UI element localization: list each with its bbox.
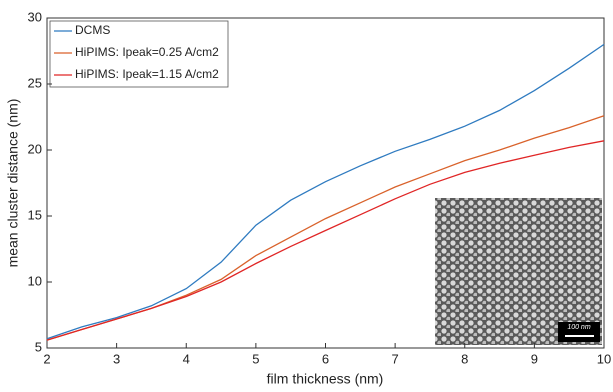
legend-label: DCMS xyxy=(75,23,110,37)
x-tick-label: 6 xyxy=(322,351,329,366)
legend-label: HiPIMS: Ipeak=0.25 A/cm2 xyxy=(75,45,219,59)
x-tick-label: 3 xyxy=(113,351,120,366)
legend-label: HiPIMS: Ipeak=1.15 A/cm2 xyxy=(75,67,219,81)
chart: 100 nm film thickness (nm) mean cluster … xyxy=(0,0,613,387)
y-tick-label: 5 xyxy=(35,339,42,354)
x-tick-label: 10 xyxy=(597,351,611,366)
scale-label: 100 nm xyxy=(567,324,591,331)
x-tick-label: 2 xyxy=(43,351,50,366)
y-tick-label: 10 xyxy=(28,273,42,288)
x-tick-label: 9 xyxy=(531,351,538,366)
y-tick-label: 25 xyxy=(28,75,42,90)
x-tick-label: 7 xyxy=(392,351,399,366)
x-tick-label: 4 xyxy=(183,351,190,366)
y-tick-label: 30 xyxy=(28,9,42,24)
x-tick-label: 8 xyxy=(461,351,468,366)
y-tick-label: 20 xyxy=(28,141,42,156)
x-tick-label: 5 xyxy=(252,351,259,366)
y-tick-label: 15 xyxy=(28,207,42,222)
x-axis-label: film thickness (nm) xyxy=(267,371,384,387)
y-axis-label: mean cluster distance (nm) xyxy=(5,99,21,268)
